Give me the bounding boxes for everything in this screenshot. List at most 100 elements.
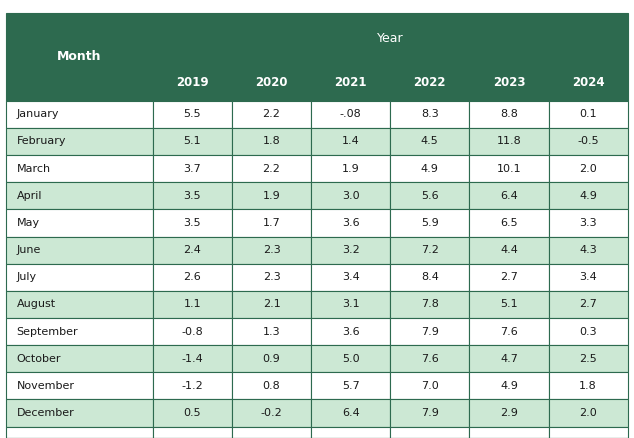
Text: August: August [16, 300, 56, 309]
Text: 2020: 2020 [256, 76, 288, 88]
Text: May: May [16, 218, 40, 228]
Text: 5.5: 5.5 [184, 110, 201, 119]
Bar [6, 264, 153, 291]
Bar [469, 101, 548, 128]
Bar [469, 128, 548, 155]
Text: March: March [16, 164, 51, 173]
Text: 5.0: 5.0 [342, 354, 359, 364]
Text: 4.9: 4.9 [421, 164, 439, 173]
Text: -0.8: -0.8 [181, 327, 204, 336]
Text: January: January [16, 110, 59, 119]
Bar [311, 237, 390, 264]
Text: 2.0: 2.0 [579, 408, 597, 418]
Text: 0.1: 0.1 [579, 110, 597, 119]
Text: 3.7: 3.7 [183, 164, 201, 173]
Text: 3.6: 3.6 [342, 218, 359, 228]
Text: 2.3: 2.3 [262, 245, 280, 255]
Text: 1.9: 1.9 [262, 191, 280, 201]
Text: April: April [16, 191, 42, 201]
Text: February: February [16, 137, 66, 146]
Bar [6, 128, 153, 155]
Text: June: June [16, 245, 41, 255]
Text: 10.1: 10.1 [496, 164, 521, 173]
Bar [469, 264, 548, 291]
Bar [548, 427, 628, 438]
Bar [469, 427, 548, 438]
Text: 2.3: 2.3 [262, 272, 280, 282]
Text: 1.4: 1.4 [342, 137, 359, 146]
Text: December: December [16, 408, 74, 418]
Text: 2019: 2019 [176, 76, 209, 88]
Text: 0.5: 0.5 [184, 408, 201, 418]
Text: 7.0: 7.0 [421, 381, 439, 391]
Bar [232, 101, 311, 128]
Bar [232, 372, 311, 399]
Bar [232, 155, 311, 182]
Text: -0.2: -0.2 [261, 408, 282, 418]
Text: 7.8: 7.8 [421, 300, 439, 309]
Text: 2.4: 2.4 [183, 245, 202, 255]
Text: 3.3: 3.3 [579, 218, 597, 228]
Text: 2.9: 2.9 [500, 408, 518, 418]
Text: 8.3: 8.3 [421, 110, 439, 119]
Text: Month: Month [57, 50, 102, 64]
Text: 4.3: 4.3 [579, 245, 597, 255]
Bar [153, 13, 628, 64]
Bar [469, 399, 548, 427]
Text: 4.4: 4.4 [500, 245, 518, 255]
Text: October: October [16, 354, 61, 364]
Bar [153, 318, 232, 345]
Bar [232, 264, 311, 291]
Bar [153, 237, 232, 264]
Text: 7.9: 7.9 [421, 408, 439, 418]
Bar [390, 209, 469, 237]
Bar [548, 264, 628, 291]
Bar [311, 345, 390, 372]
Text: 8.4: 8.4 [421, 272, 439, 282]
Text: 3.4: 3.4 [579, 272, 597, 282]
Text: 4.9: 4.9 [500, 381, 518, 391]
Text: 5.1: 5.1 [500, 300, 518, 309]
Text: 2.2: 2.2 [262, 164, 280, 173]
Bar [311, 155, 390, 182]
Bar [311, 64, 390, 101]
Bar [311, 427, 390, 438]
Text: 2022: 2022 [413, 76, 446, 88]
Bar [548, 64, 628, 101]
Bar [390, 237, 469, 264]
Bar [311, 182, 390, 209]
Text: November: November [16, 381, 75, 391]
Bar [232, 345, 311, 372]
Bar [311, 101, 390, 128]
Bar [548, 182, 628, 209]
Bar [390, 291, 469, 318]
Bar [390, 182, 469, 209]
Bar [6, 291, 153, 318]
Text: 5.9: 5.9 [421, 218, 439, 228]
Bar [153, 291, 232, 318]
Text: 0.8: 0.8 [262, 381, 280, 391]
Bar [469, 291, 548, 318]
Bar [469, 318, 548, 345]
Text: 0.3: 0.3 [579, 327, 597, 336]
Bar [232, 399, 311, 427]
Text: 3.5: 3.5 [184, 218, 201, 228]
Text: 3.2: 3.2 [342, 245, 359, 255]
Bar [390, 345, 469, 372]
Bar [469, 237, 548, 264]
Bar [469, 182, 548, 209]
Text: 1.7: 1.7 [262, 218, 280, 228]
Text: 7.2: 7.2 [421, 245, 439, 255]
Text: 6.4: 6.4 [342, 408, 359, 418]
Bar [6, 427, 153, 438]
Text: 1.8: 1.8 [262, 137, 280, 146]
Text: 7.6: 7.6 [421, 354, 439, 364]
Bar [548, 128, 628, 155]
Text: 11.8: 11.8 [496, 137, 521, 146]
Bar [153, 399, 232, 427]
Bar [6, 318, 153, 345]
Bar [548, 209, 628, 237]
Bar [6, 13, 153, 101]
Text: 1.3: 1.3 [262, 327, 280, 336]
Bar [153, 64, 232, 101]
